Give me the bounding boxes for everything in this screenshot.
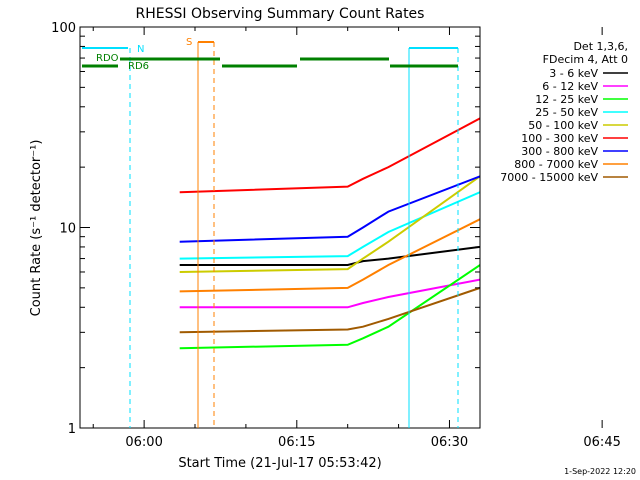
series-line-6 bbox=[179, 175, 480, 243]
x-axis-label: Start Time (21-Jul-17 05:53:42) bbox=[178, 456, 381, 471]
legend-header-line-1: Det 1,3,6, bbox=[573, 40, 628, 53]
legend-label-4: 50 - 100 keV bbox=[528, 119, 598, 132]
plot-area bbox=[179, 117, 480, 350]
y-axis: 1 10 100 bbox=[51, 21, 480, 437]
legend-label-2: 12 - 25 keV bbox=[535, 93, 598, 106]
legend-header-line-2: FDecim 4, Att 0 bbox=[543, 53, 628, 66]
y-axis-label: Count Rate (s⁻¹ detector⁻¹) bbox=[29, 140, 44, 317]
rdo-label: RDO bbox=[96, 53, 119, 64]
legend-label-8: 7000 - 15000 keV bbox=[500, 171, 598, 184]
series-line-3 bbox=[179, 191, 480, 260]
plot-frame bbox=[79, 26, 481, 429]
x-tick-label-2: 06:30 bbox=[431, 435, 468, 450]
rd6-label: RD6 bbox=[128, 61, 149, 72]
x-tick-label-3: 06:45 bbox=[583, 435, 620, 450]
x-tick-label-1: 06:15 bbox=[278, 435, 315, 450]
footer-timestamp: 1-Sep-2022 12:20 bbox=[564, 467, 636, 476]
x-tick-label-0: 06:00 bbox=[125, 435, 162, 450]
series-line-1 bbox=[179, 278, 480, 309]
y-tick-label-2: 100 bbox=[51, 21, 76, 36]
annotation-layer: N S RDO RD6 bbox=[82, 37, 459, 428]
night-label: N bbox=[137, 44, 144, 55]
series-line-5 bbox=[179, 117, 480, 194]
legend-label-6: 300 - 800 keV bbox=[521, 145, 598, 158]
legend-label-3: 25 - 50 keV bbox=[535, 106, 598, 119]
legend-label-5: 100 - 300 keV bbox=[521, 132, 598, 145]
saa-label: S bbox=[186, 37, 192, 48]
series-line-7 bbox=[179, 218, 480, 293]
y-tick-label-0: 1 bbox=[68, 422, 76, 437]
series-line-4 bbox=[179, 175, 480, 273]
series-line-8 bbox=[179, 286, 480, 334]
legend-label-1: 6 - 12 keV bbox=[542, 80, 598, 93]
y-tick-label-1: 10 bbox=[59, 222, 76, 237]
series-line-2 bbox=[179, 263, 480, 350]
legend-label-0: 3 - 6 keV bbox=[549, 67, 598, 80]
legend-label-7: 800 - 7000 keV bbox=[514, 158, 598, 171]
chart-title: RHESSI Observing Summary Count Rates bbox=[136, 6, 425, 22]
